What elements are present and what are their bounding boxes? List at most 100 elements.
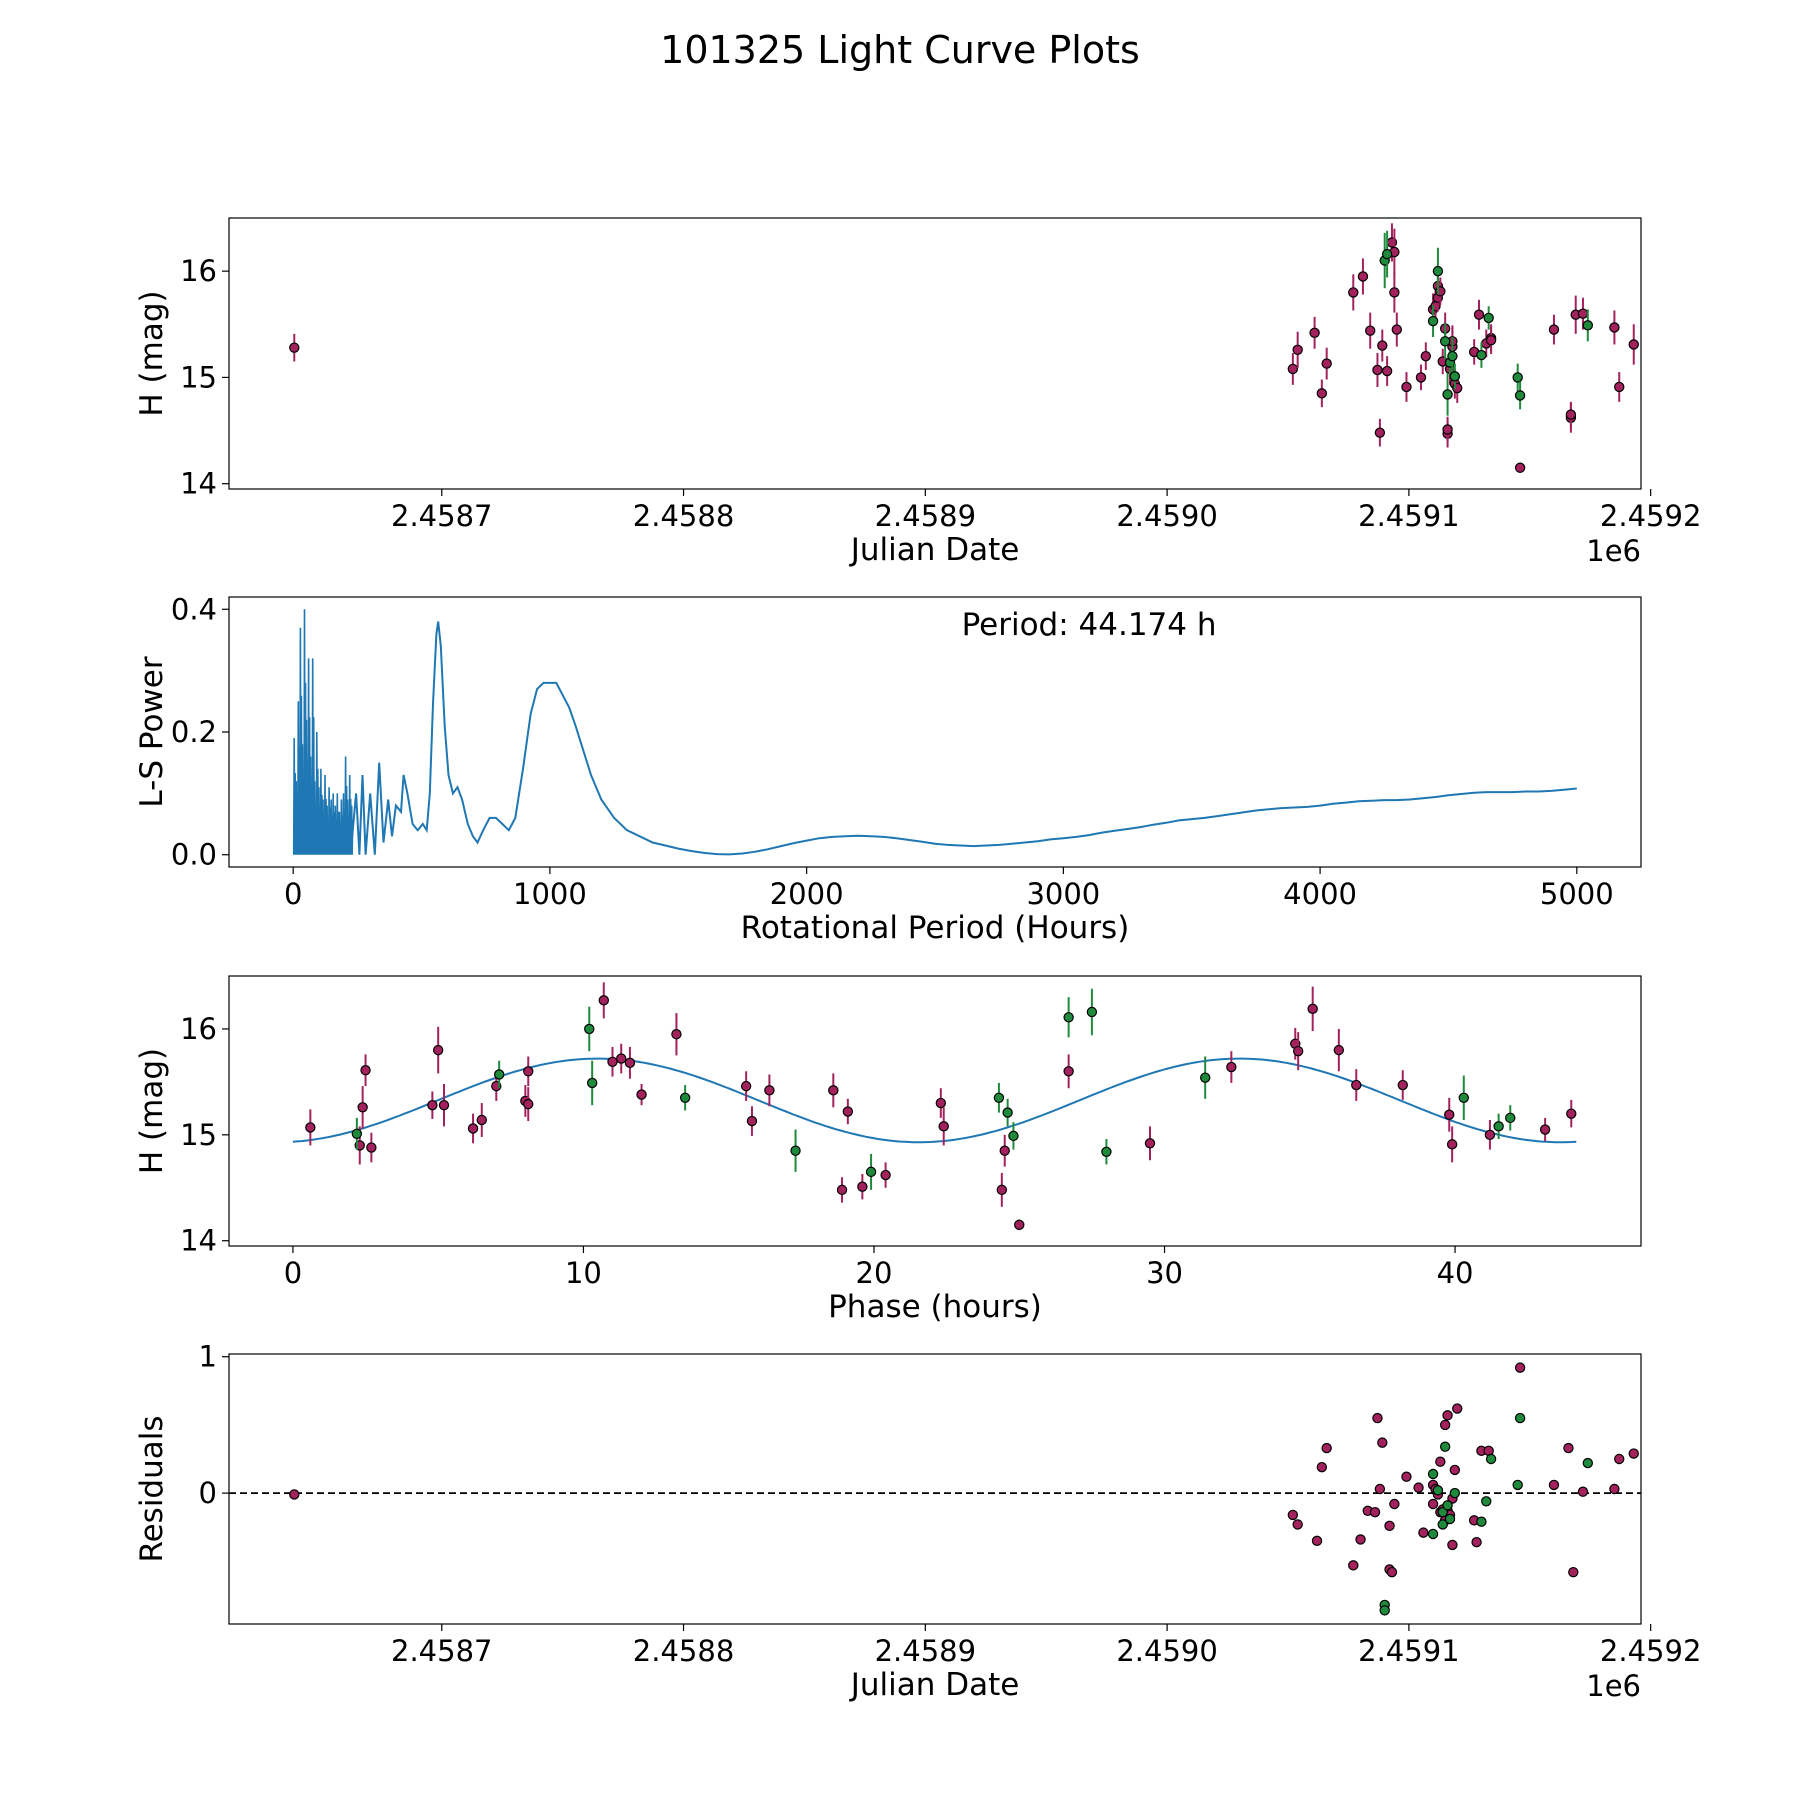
phased-data-point-magenta xyxy=(467,1123,479,1134)
phased-data-point-green xyxy=(993,1092,1005,1103)
residuals-data-point-green xyxy=(1379,1605,1390,1616)
residuals-data-point-green xyxy=(1427,1528,1439,1540)
residuals-data-point-green xyxy=(1481,1496,1492,1507)
residuals-x-offset-label: 1e6 xyxy=(1586,1669,1641,1703)
phased-data-point-green xyxy=(493,1069,505,1080)
phased-data-point-green xyxy=(1505,1112,1516,1124)
phased-x-tick-label: 20 xyxy=(856,1256,893,1290)
residuals-data-point-magenta xyxy=(1374,1483,1386,1495)
residuals-data-point-green xyxy=(1444,1513,1456,1525)
residuals-data-point-magenta xyxy=(1377,1437,1388,1448)
phased-data-point-green xyxy=(1008,1130,1019,1142)
residuals-data-point-magenta xyxy=(1355,1534,1366,1545)
residuals-x-tick-label: 2.4592 xyxy=(1600,1634,1701,1668)
residuals-data-point-magenta xyxy=(1614,1453,1625,1465)
lightcurve-data-point-green xyxy=(1432,265,1444,277)
lightcurve-data-point-magenta xyxy=(1628,339,1639,350)
residuals-data-point-green xyxy=(1512,1479,1523,1491)
periodogram-x-tick-label: 5000 xyxy=(1540,877,1614,911)
phased-data-point-magenta xyxy=(360,1065,371,1076)
periodogram-panel: 0 1000 2000 3000 4000 5000 0.0 0.2 0.4 Rotational… xyxy=(134,592,1642,946)
lightcurve-data-point-magenta xyxy=(1485,335,1497,346)
phased-data-point-green xyxy=(586,1077,598,1089)
phased-data-point-magenta xyxy=(1351,1079,1362,1091)
phased-data-point-magenta xyxy=(523,1098,534,1110)
residuals-data-point-magenta xyxy=(1316,1461,1328,1473)
residuals-data-point-magenta xyxy=(1372,1412,1383,1424)
lightcurve-data-point-magenta xyxy=(1548,324,1560,335)
residuals-data-point-green xyxy=(1582,1457,1594,1469)
lightcurve-data-point-magenta xyxy=(1316,388,1328,399)
residuals-y-axis-label: Residuals xyxy=(134,1415,170,1562)
phased-model-curve xyxy=(292,1057,1577,1144)
periodogram-y-tick-label: 0.0 xyxy=(171,838,217,872)
residuals-data-point-magenta xyxy=(1548,1479,1560,1491)
phased-data-point-green xyxy=(1086,1006,1098,1018)
residuals-x-tick-label: 2.4590 xyxy=(1116,1634,1217,1668)
residuals-data-point-magenta xyxy=(1471,1536,1482,1548)
periodogram-x-tick-label: 0 xyxy=(284,877,302,911)
residuals-x-axis-label: Julian Date xyxy=(849,1667,1020,1703)
residuals-x-tick-label: 2.4589 xyxy=(875,1634,976,1668)
phased-data-point-magenta xyxy=(366,1142,377,1153)
phased-x-axis-label: Phase (hours) xyxy=(828,1289,1042,1325)
lightcurve-data-point-magenta xyxy=(1365,325,1376,336)
lightcurve-data-point-green xyxy=(1449,371,1461,382)
phased-plot-frame xyxy=(228,975,1642,1247)
residuals-data-point-green xyxy=(1427,1468,1439,1480)
lightcurve-plot-frame xyxy=(228,217,1642,490)
phased-data-point-green xyxy=(584,1023,595,1035)
residuals-data-point-magenta xyxy=(1514,1362,1526,1373)
phased-y-tick-label: 14 xyxy=(180,1224,217,1258)
residuals-data-point-magenta xyxy=(1563,1442,1574,1454)
phased-data-point-green xyxy=(1101,1146,1112,1157)
lightcurve-data-point-green xyxy=(1514,390,1526,401)
lightcurve-data-point-green xyxy=(1442,389,1453,400)
lightcurve-data-point-green xyxy=(1476,349,1487,361)
phased-data-point-magenta xyxy=(1014,1219,1025,1231)
phased-data-point-magenta xyxy=(476,1114,487,1126)
residuals-data-point-magenta xyxy=(1452,1403,1463,1414)
lightcurve-data-point-magenta xyxy=(1420,350,1432,362)
period-annotation: Period: 44.174 h xyxy=(962,607,1217,643)
residuals-data-point-magenta xyxy=(1568,1566,1579,1578)
lightcurve-data-point-magenta xyxy=(1287,363,1299,375)
residuals-data-point-magenta xyxy=(1435,1456,1446,1467)
lightcurve-data-point-magenta xyxy=(1357,271,1369,282)
phased-data-point-green xyxy=(865,1166,877,1178)
phased-data-point-green xyxy=(1493,1121,1504,1132)
residuals-data-point-magenta xyxy=(1348,1560,1359,1571)
phased-data-point-magenta xyxy=(438,1099,450,1111)
phased-data-point-magenta xyxy=(607,1056,618,1067)
residuals-x-tick-label: 2.4591 xyxy=(1358,1634,1459,1668)
residuals-x-tick-label: 2.4588 xyxy=(633,1634,734,1668)
lightcurve-panel: 2.4587 2.4588 2.4589 2.4590 2.4591 2.4592 14 15… xyxy=(134,217,1701,568)
lightcurve-data-point-green xyxy=(1447,350,1458,362)
residuals-panel: 2.4587 2.4588 2.4589 2.4590 2.4591 2.4592 0 1 Ju… xyxy=(134,1340,1701,1703)
phased-data-point-magenta xyxy=(857,1181,868,1192)
phased-x-tick-label: 30 xyxy=(1146,1256,1183,1290)
phased-data-point-magenta xyxy=(1292,1045,1304,1057)
lightcurve-data-point-magenta xyxy=(1415,372,1427,383)
phased-data-point-magenta xyxy=(935,1097,947,1109)
periodogram-y-tick-label: 0.2 xyxy=(171,715,217,749)
lightcurve-y-tick-label: 14 xyxy=(180,467,217,501)
lightcurve-y-axis-label: H (mag) xyxy=(134,290,170,416)
periodogram-y-tick-label: 0.4 xyxy=(171,592,217,626)
lightcurve-x-tick-label: 2.4588 xyxy=(633,499,734,533)
phased-data-point-green xyxy=(679,1092,691,1103)
phased-data-point-magenta xyxy=(828,1085,839,1096)
residuals-data-point-magenta xyxy=(1401,1471,1412,1482)
residuals-data-point-magenta xyxy=(1609,1483,1620,1495)
phased-data-point-magenta xyxy=(1333,1044,1345,1056)
phased-y-axis-label: H (mag) xyxy=(134,1048,170,1174)
phased-data-point-magenta xyxy=(996,1184,1008,1196)
phased-data-point-magenta xyxy=(938,1121,949,1132)
lightcurve-data-point-magenta xyxy=(1442,424,1453,435)
lightcurve-data-point-magenta xyxy=(1374,427,1386,438)
residuals-data-point-green xyxy=(1514,1412,1526,1424)
phased-panel: 0 10 20 30 40 14 15 16 Phase (hours) H (mag) xyxy=(134,975,1642,1325)
lightcurve-data-point-green xyxy=(1427,315,1439,327)
phased-data-point-magenta xyxy=(1397,1079,1408,1091)
